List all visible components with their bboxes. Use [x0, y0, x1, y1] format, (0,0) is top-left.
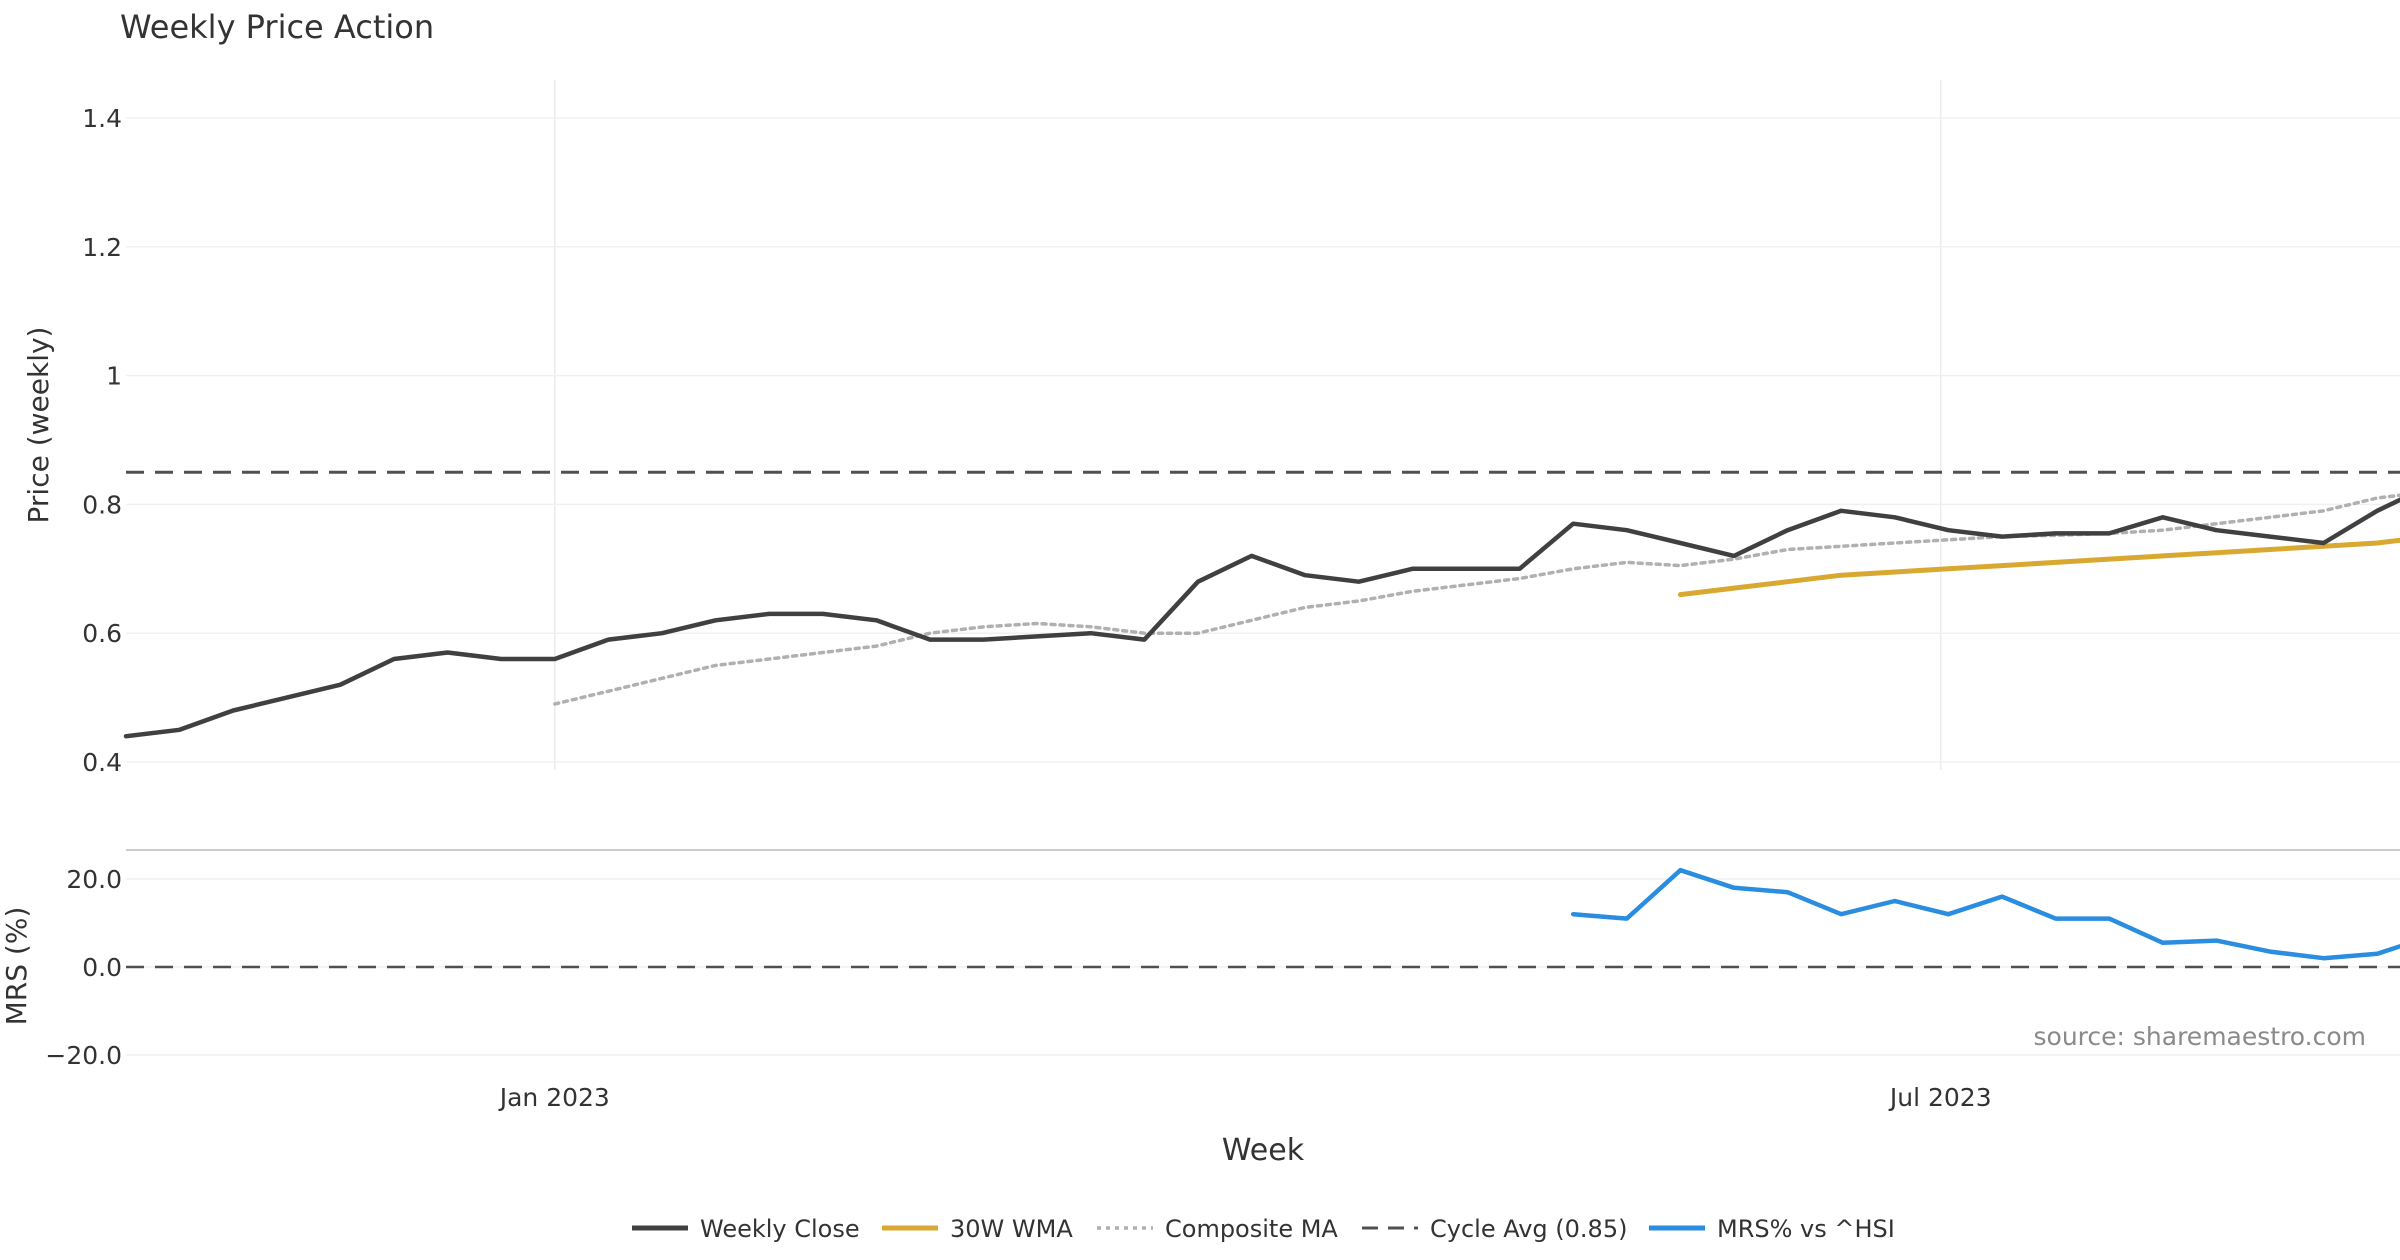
mrs-y-tick-1: 0.0: [82, 953, 122, 982]
price-y-tick-0: 0.4: [82, 748, 122, 777]
price-y-tick-2: 0.8: [82, 490, 122, 519]
series-weekly-close: [123, 497, 2400, 739]
mrs-y-tick-0: −20.0: [45, 1041, 122, 1070]
price-y-tick-4: 1.2: [82, 233, 122, 262]
price-y-axis-label: Price (weekly): [22, 327, 55, 524]
legend-label-3: Cycle Avg (0.85): [1430, 1215, 1627, 1243]
price-y-tick-3: 1: [106, 362, 122, 391]
price-y-tick-5: 1.4: [82, 104, 122, 133]
legend-label-0: Weekly Close: [700, 1215, 860, 1243]
chart-title: Weekly Price Action: [120, 8, 434, 46]
series-layer: [123, 493, 2400, 961]
mrs-y-tick-labels: −20.0 0.0 20.0: [45, 865, 122, 1070]
series-composite-ma: [553, 493, 2400, 706]
x-tick-1: Jul 2023: [1888, 1083, 1992, 1112]
reference-lines: [126, 470, 2400, 969]
mrs-y-tick-2: 20.0: [66, 865, 122, 894]
x-tick-0: Jan 2023: [498, 1083, 610, 1112]
x-axis-label: Week: [1222, 1133, 1305, 1168]
mrs-y-axis-label: MRS (%): [0, 907, 33, 1026]
legend-label-1: 30W WMA: [950, 1215, 1073, 1243]
legend: Weekly Close 30W WMA Composite MA Cycle Avg…: [632, 1215, 1895, 1243]
price-y-tick-labels: 0.4 0.6 0.8 1 1.2 1.4: [82, 104, 122, 777]
price-y-tick-1: 0.6: [82, 619, 122, 648]
legend-label-4: MRS% vs ^HSI: [1717, 1215, 1895, 1243]
price-gridlines: [126, 80, 2400, 770]
legend-label-2: Composite MA: [1165, 1215, 1338, 1243]
source-note: source: sharemaestro.com: [2034, 1022, 2367, 1051]
